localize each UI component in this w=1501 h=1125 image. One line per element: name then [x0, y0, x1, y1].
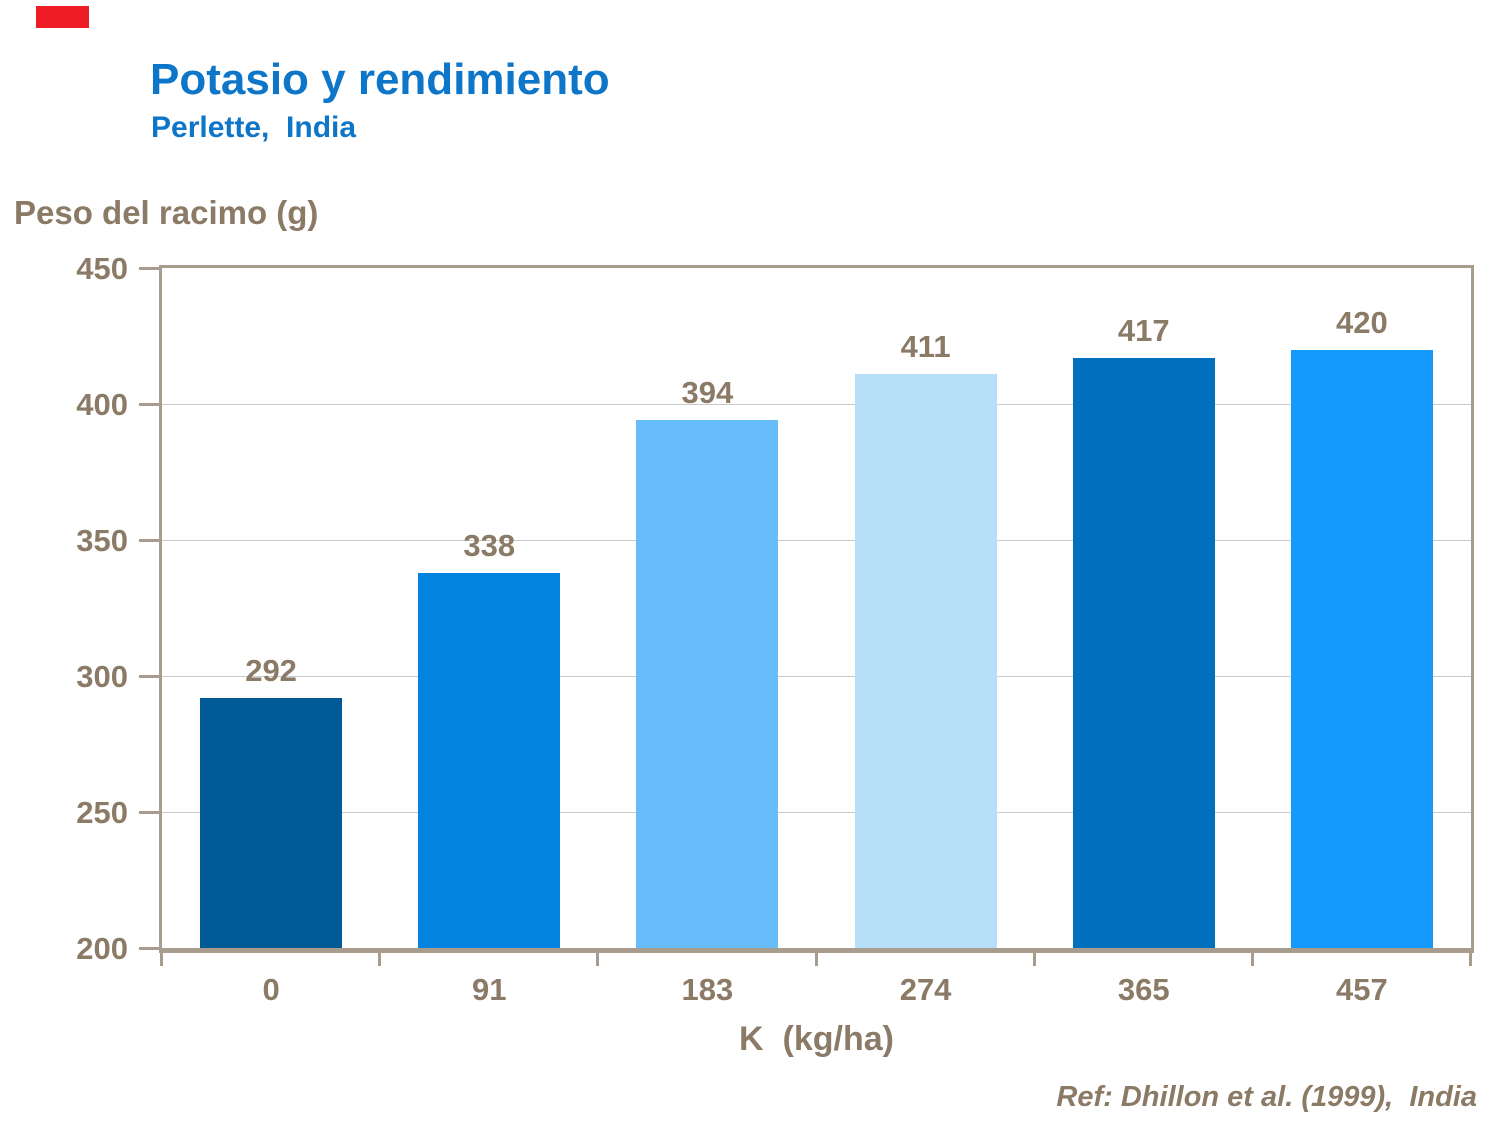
- bar-value-label: 394: [681, 375, 734, 411]
- bar-k365: [1072, 357, 1215, 948]
- bar-k457: [1290, 349, 1433, 948]
- x-tick-label-183: 183: [681, 972, 734, 1007]
- gridline-250: [162, 812, 1471, 813]
- x-axis-title: K (kg/ha): [739, 1020, 894, 1058]
- y-tick-mark: [139, 267, 159, 270]
- y-tick-mark: [139, 539, 159, 542]
- y-tick-label-450: 450: [76, 251, 128, 286]
- gridline-400: [162, 404, 1471, 405]
- bar-value-label: 338: [463, 527, 516, 563]
- plot-area: 292 338 394 411 417 420: [159, 265, 1474, 953]
- x-tick-label-91: 91: [471, 972, 507, 1007]
- x-axis: 0 91 183 274 365 457: [159, 953, 1474, 1023]
- x-tick-label-457: 457: [1336, 972, 1388, 1007]
- y-tick-mark: [139, 675, 159, 678]
- x-tick-label-274: 274: [899, 972, 952, 1007]
- red-corner-logo-block: [36, 6, 89, 28]
- x-tick-mark: [1032, 953, 1036, 966]
- bar-value-label: 420: [1336, 304, 1388, 340]
- y-tick-label-350: 350: [76, 523, 128, 558]
- chart-subtitle: Perlette, India: [151, 111, 357, 144]
- y-tick-mark: [139, 947, 159, 950]
- bar-k91: [418, 572, 561, 948]
- bar-k0: [200, 697, 343, 948]
- y-axis-title: Peso del racimo (g): [14, 194, 319, 231]
- bar-k183: [636, 420, 779, 948]
- gridline-350: [162, 540, 1471, 541]
- y-tick-mark: [139, 403, 159, 406]
- bar-value-label: 411: [900, 329, 951, 365]
- x-tick-label-0: 0: [262, 972, 280, 1007]
- reference-note: Ref: Dhillon et al. (1999), India: [1056, 1081, 1477, 1113]
- y-tick-label-300: 300: [76, 659, 128, 694]
- x-tick-mark: [1250, 953, 1254, 966]
- x-tick-mark: [1469, 953, 1472, 966]
- x-tick-mark: [596, 953, 600, 966]
- x-tick-mark: [378, 953, 382, 966]
- y-tick-mark: [139, 811, 159, 814]
- x-tick-mark: [160, 953, 163, 966]
- y-axis-tick-labels: 450 400 350 300 250 200: [0, 0, 128, 1125]
- y-tick-label-250: 250: [76, 795, 128, 830]
- gridline-300: [162, 676, 1471, 677]
- chart-title: Potasio y rendimiento: [150, 55, 610, 104]
- x-tick-mark: [814, 953, 818, 966]
- bar-k274: [854, 374, 997, 948]
- y-tick-label-400: 400: [76, 387, 128, 422]
- x-tick-label-365: 365: [1117, 972, 1170, 1007]
- bar-value-label: 292: [245, 652, 297, 688]
- y-axis-tick-marks: [139, 0, 159, 1125]
- bar-value-label: 417: [1117, 312, 1170, 348]
- y-tick-label-200: 200: [76, 931, 128, 966]
